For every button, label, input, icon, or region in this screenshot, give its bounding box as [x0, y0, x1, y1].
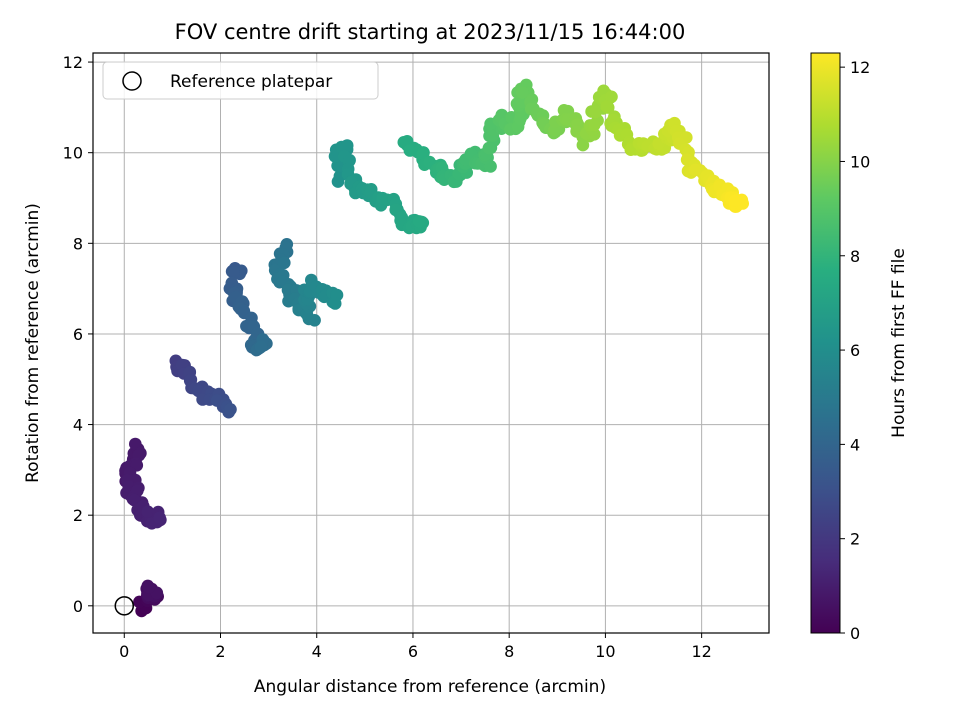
x-axis-label: Angular distance from reference (arcmin) [254, 677, 606, 697]
reference-marker [114, 596, 135, 616]
colorbar-tick-label: 10 [850, 152, 870, 171]
drift-point [605, 90, 618, 104]
drift-point [589, 105, 602, 119]
x-tick-label: 2 [215, 642, 225, 661]
drift-point [153, 511, 166, 524]
colorbar-tick-label: 0 [850, 624, 860, 643]
x-tick-label: 0 [119, 642, 129, 661]
drift-point [227, 266, 240, 279]
legend-box [102, 61, 379, 100]
colorbar: 0 2 4 6 8 10 12 Hours from first FF file [810, 52, 909, 643]
x-tick-label: 6 [408, 642, 418, 661]
y-axis-label: Rotation from reference (arcmin) [23, 203, 43, 483]
drift-point [224, 403, 237, 416]
colorbar-tick-label: 4 [850, 435, 860, 454]
drift-point [576, 138, 590, 152]
drift-point [482, 141, 496, 155]
drift-point [515, 86, 529, 99]
plot-frame [92, 52, 770, 634]
colorbar-tick-label: 8 [850, 247, 860, 266]
y-tick-label: 6 [73, 325, 83, 344]
x-tick-label: 12 [691, 642, 711, 661]
legend-marker-icon [122, 71, 142, 91]
drift-point [729, 194, 742, 207]
legend-label: Reference platepar [170, 72, 332, 92]
colorbar-tick-label: 12 [850, 58, 870, 77]
y-tick-label: 4 [73, 416, 83, 435]
y-tick-label: 2 [73, 506, 83, 525]
drift-point [340, 139, 354, 152]
drift-point [278, 256, 291, 270]
colorbar-label: Hours from first FF file [889, 248, 909, 438]
drift-point [412, 215, 426, 228]
drift-point [129, 437, 142, 451]
x-axis-ticks: 0 2 4 6 8 10 12 [119, 633, 712, 661]
y-tick-label: 0 [73, 597, 83, 616]
x-tick-label: 4 [312, 642, 322, 661]
colorbar-gradient [810, 52, 841, 634]
chart-title: FOV centre drift starting at 2023/11/15 … [175, 20, 686, 44]
drift-point [328, 297, 342, 310]
data-points [119, 78, 749, 618]
y-axis-ticks: 0 2 4 6 8 10 12 [63, 53, 93, 616]
y-tick-label: 12 [63, 53, 83, 72]
drift-point [689, 163, 702, 177]
colorbar-tick-label: 6 [850, 341, 860, 360]
y-tick-label: 10 [63, 144, 83, 163]
x-tick-label: 10 [595, 642, 615, 661]
drift-point [254, 340, 268, 354]
colorbar-ticks: 0 2 4 6 8 10 12 [840, 58, 870, 643]
drift-point [600, 100, 613, 113]
drift-point [142, 581, 156, 594]
legend: Reference platepar [102, 61, 379, 100]
x-tick-label: 8 [504, 642, 514, 661]
drift-point [141, 505, 155, 518]
drift-point [588, 118, 601, 132]
colorbar-tick-label: 2 [850, 530, 860, 549]
y-tick-label: 8 [73, 234, 83, 253]
